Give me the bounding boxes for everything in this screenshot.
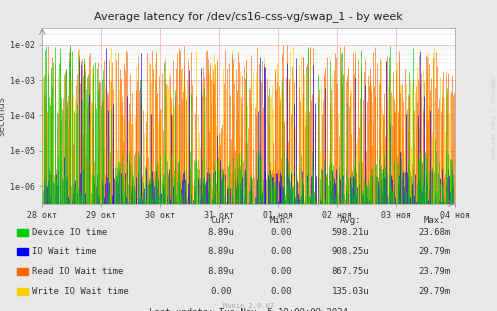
Text: 23.68m: 23.68m — [419, 228, 451, 237]
Text: Max:: Max: — [424, 216, 446, 225]
Text: 0.00: 0.00 — [270, 267, 292, 276]
Text: 0.00: 0.00 — [270, 248, 292, 256]
Text: Read IO Wait time: Read IO Wait time — [32, 267, 124, 276]
Text: RRDTOOL / TOBI OETIKER: RRDTOOL / TOBI OETIKER — [490, 77, 495, 160]
Text: 29.79m: 29.79m — [419, 287, 451, 295]
Text: 8.89u: 8.89u — [208, 267, 235, 276]
Text: Last update: Tue Nov  5 10:00:09 2024: Last update: Tue Nov 5 10:00:09 2024 — [149, 308, 348, 311]
Text: Write IO Wait time: Write IO Wait time — [32, 287, 129, 295]
Text: Device IO time: Device IO time — [32, 228, 107, 237]
Y-axis label: seconds: seconds — [0, 96, 7, 136]
Text: 0.00: 0.00 — [270, 228, 292, 237]
Text: 8.89u: 8.89u — [208, 228, 235, 237]
Text: Cur:: Cur: — [210, 216, 232, 225]
Text: 0.00: 0.00 — [210, 287, 232, 295]
Text: IO Wait time: IO Wait time — [32, 248, 97, 256]
Text: 0.00: 0.00 — [270, 287, 292, 295]
Text: Min:: Min: — [270, 216, 292, 225]
Text: Avg:: Avg: — [339, 216, 361, 225]
Text: 908.25u: 908.25u — [331, 248, 369, 256]
Text: 867.75u: 867.75u — [331, 267, 369, 276]
Text: 8.89u: 8.89u — [208, 248, 235, 256]
Text: 29.79m: 29.79m — [419, 248, 451, 256]
Text: Munin 2.0.67: Munin 2.0.67 — [223, 303, 274, 309]
Text: 135.03u: 135.03u — [331, 287, 369, 295]
Text: 598.21u: 598.21u — [331, 228, 369, 237]
Text: Average latency for /dev/cs16-css-vg/swap_1 - by week: Average latency for /dev/cs16-css-vg/swa… — [94, 11, 403, 22]
Text: 23.79m: 23.79m — [419, 267, 451, 276]
